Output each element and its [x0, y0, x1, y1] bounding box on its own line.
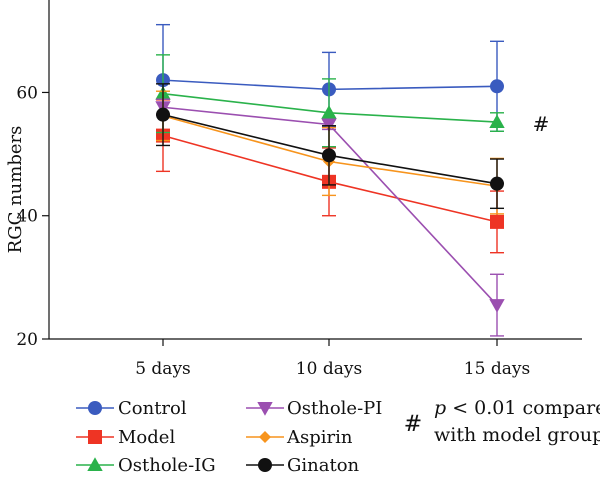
data-point — [490, 79, 504, 94]
note-line-1-text: < 0.01 compared — [446, 397, 600, 419]
legend-label: Ginaton — [287, 455, 360, 476]
note-line-1: p < 0.01 compared — [434, 397, 600, 419]
legend-swatch-marker — [258, 458, 272, 472]
data-point — [490, 176, 504, 191]
legend-item-ginaton: Ginaton — [246, 455, 360, 476]
series-osthole-pi — [155, 98, 505, 337]
legend-item-model: Model — [76, 427, 175, 448]
x-tick-label: 10 days — [296, 359, 362, 379]
y-tick-label: 40 — [16, 207, 38, 227]
x-tick-label: 15 days — [464, 359, 530, 379]
series-ginaton — [156, 83, 504, 210]
data-point — [156, 107, 170, 122]
data-point — [322, 148, 336, 163]
legend-item-control: Control — [76, 398, 187, 419]
legend-label: Osthole-IG — [118, 455, 216, 476]
legend-swatch-marker — [259, 431, 271, 443]
y-tick-label: 20 — [16, 330, 38, 350]
axes: 20 40 60 5 days 10 days 15 days RGC numbers — [5, 0, 582, 379]
series-osthole-ig — [155, 54, 505, 148]
legend: Control Model Osthole-IG Osthole-PI Aspirin G… — [76, 398, 382, 476]
y-tick-label: 60 — [16, 83, 38, 103]
data-point — [321, 105, 337, 119]
legend-label: Aspirin — [286, 427, 353, 448]
note-p-value-symbol: p — [434, 397, 446, 419]
legend-label: Control — [118, 398, 187, 419]
legend-item-aspirin: Aspirin — [246, 427, 353, 448]
data-point — [490, 214, 504, 229]
data-point — [489, 299, 505, 313]
significance-note: # p < 0.01 compared with model group — [404, 397, 600, 446]
y-axis-label: RGC numbers — [5, 126, 26, 254]
legend-swatch-marker — [88, 401, 102, 415]
significance-marker: # — [533, 112, 550, 136]
data-point — [489, 114, 505, 128]
legend-swatch-marker — [87, 457, 103, 471]
series-line — [162, 106, 498, 306]
legend-item-osthole-ig: Osthole-IG — [76, 455, 216, 476]
legend-label: Model — [118, 427, 175, 448]
legend-swatch-marker — [257, 402, 273, 416]
note-line-2: with model group — [434, 424, 600, 446]
note-symbol: # — [404, 412, 422, 437]
legend-item-osthole-pi: Osthole-PI — [246, 398, 382, 419]
legend-label: Osthole-PI — [287, 398, 382, 419]
series-group — [155, 23, 505, 337]
legend-swatch-marker — [88, 430, 102, 444]
x-tick-label: 5 days — [135, 359, 191, 379]
